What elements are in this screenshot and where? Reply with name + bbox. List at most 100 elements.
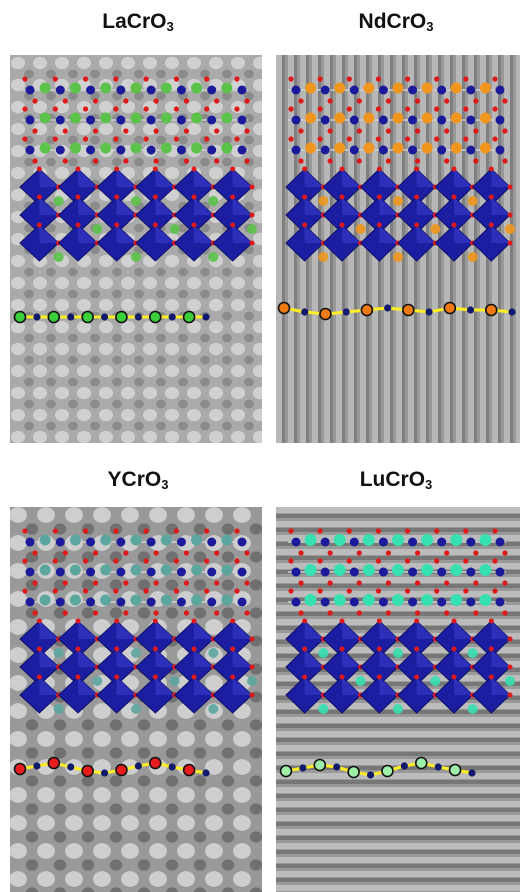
- o-atom: [414, 98, 421, 104]
- cr-atom: [237, 145, 247, 155]
- a-site-atom: [479, 534, 492, 546]
- a-site-atom: [130, 82, 142, 94]
- lattice-spot: [37, 843, 55, 859]
- o-atom: [451, 194, 457, 200]
- o-atom: [404, 588, 411, 594]
- lattice-spot: [121, 815, 139, 831]
- o-atom: [492, 558, 498, 564]
- cr-atom: [378, 537, 388, 547]
- lattice-spot: [54, 276, 70, 290]
- lattice-spot: [76, 56, 92, 70]
- lattice-spot: [252, 276, 262, 290]
- o-atom: [153, 128, 159, 134]
- o-atom: [385, 580, 392, 586]
- o-atom: [62, 550, 68, 556]
- lattice-spot: [76, 430, 92, 443]
- lattice-column: [516, 55, 520, 443]
- o-atom: [317, 106, 323, 112]
- o-atom: [244, 550, 250, 556]
- a-site-atom: [467, 196, 478, 206]
- o-atom: [230, 674, 236, 680]
- lattice-spot: [149, 815, 167, 831]
- a-site-atom: [191, 82, 203, 94]
- lattice-row-dark: [276, 850, 520, 854]
- a-site-atom: [421, 564, 434, 576]
- chain-cr-atom: [468, 769, 476, 777]
- stem-image-lacro3: [10, 55, 262, 443]
- lattice-row-dark: [276, 528, 520, 532]
- o-atom: [244, 128, 250, 134]
- a-site-atom: [39, 82, 51, 94]
- o-atom: [346, 528, 352, 534]
- o-atom: [153, 158, 159, 164]
- cr-atom: [237, 85, 247, 95]
- lattice-spot-dark: [68, 135, 78, 145]
- o-atom: [288, 528, 294, 534]
- cr-atom: [349, 567, 359, 577]
- lattice-spot-dark: [249, 579, 262, 591]
- lattice-spot: [10, 535, 27, 551]
- a-site-atom: [363, 142, 375, 154]
- lattice-spot: [142, 122, 158, 136]
- lattice-spot-dark: [222, 135, 232, 145]
- lattice-spot: [208, 56, 224, 70]
- o-atom: [444, 158, 450, 164]
- lattice-spot-dark: [25, 775, 39, 787]
- lattice-spot-dark: [81, 831, 95, 843]
- cr-atom: [55, 597, 65, 607]
- lattice-row: [276, 885, 520, 891]
- lattice-row: [276, 871, 520, 877]
- a-site-atom: [318, 196, 329, 206]
- lattice-column-dark: [474, 55, 477, 443]
- lattice-spot: [93, 843, 111, 859]
- lattice-spot: [205, 787, 223, 803]
- lattice-spot-dark: [222, 377, 232, 387]
- cr-atom: [55, 537, 65, 547]
- lattice-spot-dark: [200, 377, 210, 387]
- a-site-atom: [479, 82, 491, 94]
- lattice-spot: [230, 408, 246, 422]
- lattice-spot: [10, 591, 27, 607]
- octahedron-facet: [155, 677, 175, 695]
- a-site-atom: [362, 594, 375, 606]
- lattice-spot: [37, 787, 55, 803]
- lattice-spot-dark: [200, 333, 210, 343]
- lattice-column: [432, 55, 438, 443]
- lattice-spot: [208, 386, 224, 400]
- lattice-spot-dark: [25, 747, 39, 759]
- a-site-atom: [393, 252, 403, 262]
- o-atom: [143, 136, 149, 142]
- o-atom: [288, 136, 294, 142]
- octahedron-facet: [78, 197, 98, 215]
- octahedron-facet: [379, 197, 398, 215]
- o-atom: [451, 222, 457, 228]
- lattice-spot: [252, 364, 262, 378]
- cr-atom: [349, 145, 359, 155]
- lattice-spot-dark: [112, 289, 122, 299]
- o-atom: [376, 222, 382, 228]
- lattice-spot-dark: [249, 747, 262, 759]
- lattice-spot: [37, 731, 55, 747]
- a-site-atom: [69, 82, 81, 94]
- lattice-spot: [10, 408, 26, 422]
- lattice-row: [276, 731, 520, 737]
- lattice-spot-dark: [24, 421, 34, 431]
- cr-atom: [349, 115, 359, 125]
- lattice-spot: [32, 342, 48, 356]
- stem-image-ycro3: [10, 507, 262, 892]
- chain-cr-atom: [100, 313, 109, 321]
- lattice-spot-dark: [137, 523, 151, 535]
- lattice-spot: [54, 386, 70, 400]
- a-site-atom: [131, 196, 141, 206]
- a-site-atom: [467, 704, 478, 714]
- lattice-spot: [93, 787, 111, 803]
- o-atom: [463, 106, 469, 112]
- o-atom: [152, 646, 158, 652]
- o-atom: [204, 528, 210, 534]
- lattice-spot-dark: [249, 719, 262, 731]
- chain-cr-atom: [366, 771, 375, 779]
- lattice-spot-dark: [200, 267, 210, 277]
- lattice-spot: [37, 507, 55, 523]
- octahedron-facet: [416, 169, 436, 187]
- o-atom: [183, 550, 190, 556]
